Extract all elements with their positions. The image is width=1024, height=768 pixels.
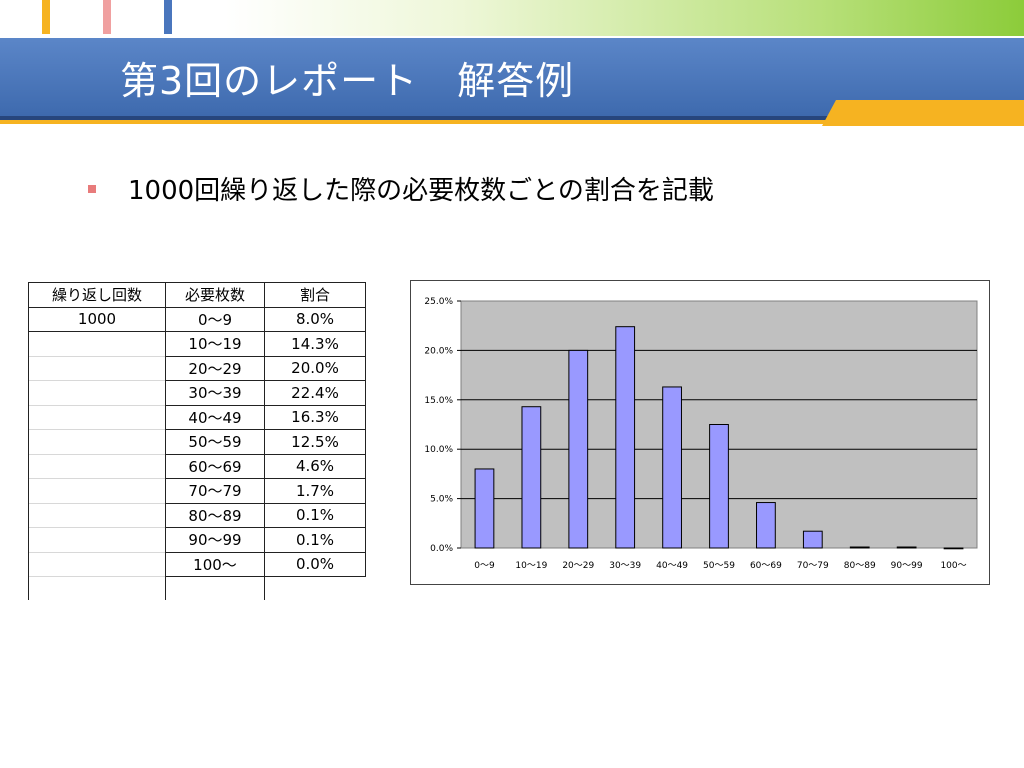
- x-tick-label: 20〜29: [562, 561, 594, 571]
- table-row: 90〜99 0.1%: [28, 527, 379, 553]
- ratio-cell: 8.0%: [264, 306, 366, 332]
- x-tick-labels: 0〜9 10〜19 20〜29 30〜39 40〜49 50〜59 60〜69 70〜79 80…: [474, 561, 966, 571]
- x-tick-label: 90〜99: [891, 561, 923, 571]
- slide-title: 第3回のレポート 解答例: [120, 59, 575, 103]
- bar-100〜: [943, 547, 964, 550]
- x-tick-label: 40〜49: [656, 561, 688, 571]
- table-row: 100〜 0.0%: [28, 551, 379, 577]
- header-ratio: 割合: [264, 282, 366, 308]
- top-decoration-band: [0, 0, 1024, 36]
- table-row: [28, 576, 379, 600]
- x-tick-label: 0〜9: [474, 561, 495, 571]
- bar-chart: 0.0% 5.0% 10.0% 15.0% 20.0% 25.0% 0〜9 10〜19 20〜…: [410, 280, 990, 585]
- table-row: 20〜29 20.0%: [28, 355, 379, 381]
- table-row: 80〜89 0.1%: [28, 502, 379, 528]
- bar-0〜9: [474, 468, 495, 549]
- y-tick-label: 5.0%: [430, 495, 453, 505]
- bullet-text: 1000回繰り返した際の必要枚数ごとの割合を記載: [128, 176, 714, 206]
- ratio-cell: 16.3%: [264, 404, 366, 430]
- ratio-cell: 1.7%: [264, 478, 366, 504]
- ratio-cell: 14.3%: [264, 331, 366, 357]
- range-cell: 10〜19: [165, 331, 265, 357]
- y-tick-label: 15.0%: [424, 396, 453, 406]
- table-row: 50〜59 12.5%: [28, 429, 379, 455]
- range-cell: 20〜29: [165, 355, 265, 381]
- range-cell: 70〜79: [165, 478, 265, 504]
- result-table: 繰り返し回数 必要枚数 割合 1000 0〜9 8.0% 10〜19 14.3% …: [28, 282, 384, 600]
- decor-tick-pink: [103, 0, 111, 34]
- table-row: 40〜49 16.3%: [28, 404, 379, 430]
- range-cell: 80〜89: [165, 502, 265, 528]
- bar-30〜39: [615, 326, 636, 549]
- ratio-cell: 0.0%: [264, 551, 366, 577]
- decor-tick-orange: [42, 0, 50, 34]
- range-cell: 100〜: [165, 551, 265, 577]
- y-tick-label: 0.0%: [430, 544, 453, 554]
- x-tick-label: 80〜89: [844, 561, 876, 571]
- range-cell: 60〜69: [165, 453, 265, 479]
- x-tick-label: 100〜: [940, 561, 966, 571]
- bar-70〜79: [802, 530, 823, 549]
- x-tick-label: 70〜79: [797, 561, 829, 571]
- ratio-cell: 4.6%: [264, 453, 366, 479]
- bar-40〜49: [662, 386, 682, 549]
- range-cell: 50〜59: [165, 429, 265, 455]
- bar-80〜89: [849, 546, 870, 549]
- bar-10〜19: [521, 406, 542, 549]
- range-cell: 90〜99: [165, 527, 265, 553]
- ratio-cell: 22.4%: [264, 380, 366, 406]
- y-tick-label: 20.0%: [424, 346, 453, 356]
- table-row: 10〜19 14.3%: [28, 331, 379, 357]
- x-tick-label: 30〜39: [609, 561, 641, 571]
- header-repeat-count: 繰り返し回数: [28, 282, 166, 308]
- table-edge: [366, 283, 379, 308]
- x-tick-label: 60〜69: [750, 561, 782, 571]
- bullet-square-icon: [88, 185, 96, 193]
- bars: [474, 326, 964, 550]
- header-required-cards: 必要枚数: [165, 282, 265, 308]
- bar-60〜69: [756, 502, 776, 549]
- bar-50〜59: [709, 424, 729, 549]
- repeat-count-cell: 1000: [28, 306, 166, 332]
- table-row: 1000 0〜9 8.0%: [28, 306, 379, 332]
- range-cell: 40〜49: [165, 404, 265, 430]
- decor-tick-blue: [164, 0, 172, 34]
- bar-chart-svg: 0.0% 5.0% 10.0% 15.0% 20.0% 25.0% 0〜9 10〜19 20〜…: [424, 297, 978, 571]
- ratio-cell: 0.1%: [264, 502, 366, 528]
- table-row: 30〜39 22.4%: [28, 380, 379, 406]
- accent-stripe: [0, 120, 1024, 124]
- ratio-cell: 12.5%: [264, 429, 366, 455]
- range-cell: 0〜9: [165, 306, 265, 332]
- bar-20〜29: [568, 349, 589, 549]
- x-tick-label: 10〜19: [515, 561, 547, 571]
- table-header-row: 繰り返し回数 必要枚数 割合: [28, 282, 379, 308]
- table-row: 60〜69 4.6%: [28, 453, 379, 479]
- y-tick-label: 10.0%: [424, 445, 453, 455]
- title-bar-underline: [0, 116, 1024, 120]
- bar-90〜99: [896, 546, 917, 549]
- table-row: 70〜79 1.7%: [28, 478, 379, 504]
- ratio-cell: 0.1%: [264, 527, 366, 553]
- accent-tab: [822, 100, 1024, 126]
- x-tick-label: 50〜59: [703, 561, 735, 571]
- y-tick-label: 25.0%: [424, 297, 453, 307]
- ratio-cell: 20.0%: [264, 355, 366, 381]
- y-tick-labels: 0.0% 5.0% 10.0% 15.0% 20.0% 25.0%: [424, 297, 461, 554]
- range-cell: 30〜39: [165, 380, 265, 406]
